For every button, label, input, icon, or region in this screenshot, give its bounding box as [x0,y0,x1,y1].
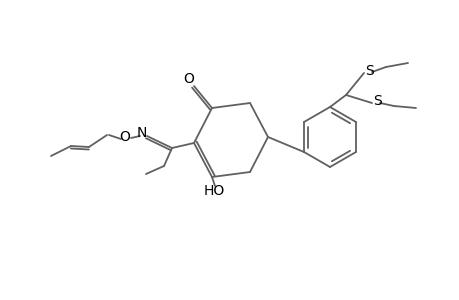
Text: S: S [373,94,381,108]
Text: N: N [136,126,147,140]
Text: O: O [183,72,194,86]
Text: O: O [119,130,130,144]
Text: S: S [365,64,374,78]
Text: HO: HO [203,184,224,198]
